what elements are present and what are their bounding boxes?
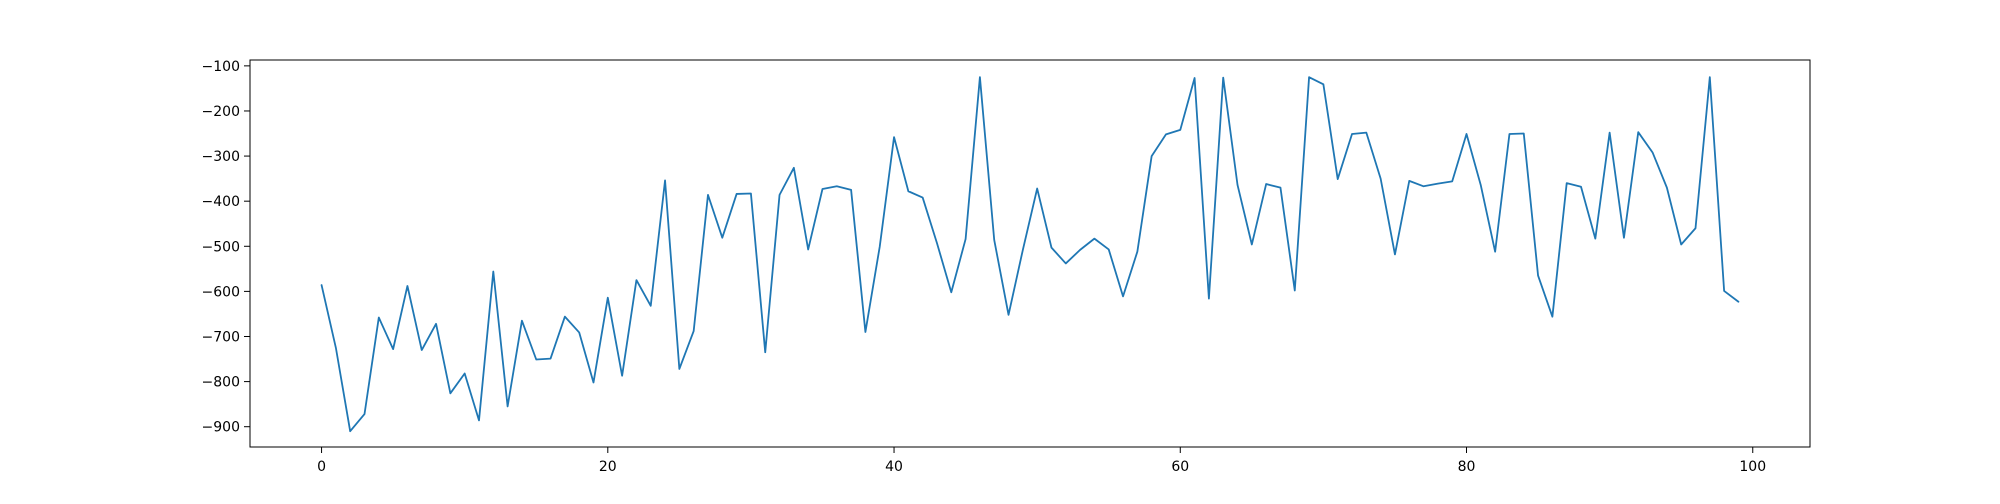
x-tick-label: 20: [599, 459, 617, 475]
y-tick-label: −900: [202, 420, 240, 436]
plot-frame: [249, 59, 1811, 448]
x-tick-label: 100: [1739, 459, 1766, 475]
y-tick-label: −400: [202, 194, 240, 210]
y-tick-label: −500: [202, 239, 240, 255]
x-tick-label: 0: [317, 459, 326, 475]
y-tick-label: −100: [202, 59, 240, 75]
series-line-1: [320, 76, 1740, 433]
x-tick-label: 40: [885, 459, 903, 475]
y-tick-label: −300: [202, 149, 240, 165]
y-axis: −900 −800 −700 −600 −500 −400 −300 −200 −100: [202, 59, 250, 436]
x-tick-label: 60: [1171, 459, 1189, 475]
y-tick-label: −700: [202, 329, 240, 345]
y-tick-label: −800: [202, 375, 240, 391]
y-tick-label: −200: [202, 104, 240, 120]
plot-area: [320, 76, 1740, 433]
x-axis: 0 20 40 60 80 100: [317, 447, 1766, 475]
y-tick-label: −600: [202, 284, 240, 300]
x-tick-label: 80: [1458, 459, 1476, 475]
